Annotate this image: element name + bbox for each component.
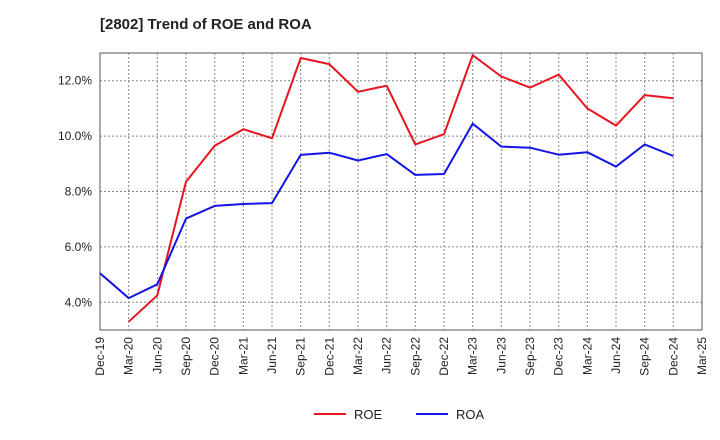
x-tick-label: Mar-25 (695, 337, 709, 375)
x-tick-label: Jun-24 (609, 337, 623, 374)
x-tick-label: Jun-21 (265, 337, 279, 374)
x-tick-label: Jun-23 (494, 337, 508, 374)
x-tick-label: Jun-20 (150, 337, 164, 374)
grid-layer (100, 53, 702, 330)
x-tick-label: Dec-24 (666, 337, 680, 376)
x-tick-label: Sep-23 (523, 337, 537, 376)
x-tick-label: Sep-20 (179, 337, 193, 376)
plot-frame (99, 52, 703, 331)
series-line-roa (99, 122, 674, 300)
legend-label-roa: ROA (456, 407, 485, 422)
y-tick-label: 6.0% (65, 240, 93, 254)
x-tick-label: Dec-21 (322, 337, 336, 376)
y-tick-label: 10.0% (58, 129, 92, 143)
x-axis-ticks: Dec-19 Mar-20 Jun-20 Sep-20 Dec-20 Mar-21 Jun-… (93, 337, 709, 376)
chart-title: [2802] Trend of ROE and ROA (100, 16, 312, 33)
x-tick-label: Sep-22 (408, 337, 422, 376)
legend-label-roe: ROE (354, 407, 383, 422)
y-tick-label: 12.0% (58, 74, 92, 88)
x-tick-label: Mar-21 (236, 337, 250, 375)
y-tick-label: 4.0% (65, 295, 93, 309)
x-tick-label: Mar-23 (466, 337, 480, 375)
x-tick-label: Mar-22 (351, 337, 365, 375)
x-tick-label: Jun-22 (380, 337, 394, 374)
y-tick-label: 8.0% (65, 185, 93, 199)
x-tick-label: Mar-24 (580, 337, 594, 375)
x-tick-label: Mar-20 (122, 337, 136, 375)
series-layer (99, 54, 674, 323)
y-axis-ticks: 4.0% 6.0% 8.0% 10.0% 12.0% (58, 74, 92, 310)
legend: ROE ROA (314, 407, 485, 422)
x-tick-label: Dec-22 (437, 337, 451, 376)
x-tick-label: Dec-19 (93, 337, 107, 376)
x-tick-label: Dec-20 (208, 337, 222, 376)
x-tick-label: Dec-23 (552, 337, 566, 376)
x-tick-label: Sep-21 (294, 337, 308, 376)
x-tick-label: Sep-24 (638, 337, 652, 376)
series-line-roe (128, 54, 674, 323)
